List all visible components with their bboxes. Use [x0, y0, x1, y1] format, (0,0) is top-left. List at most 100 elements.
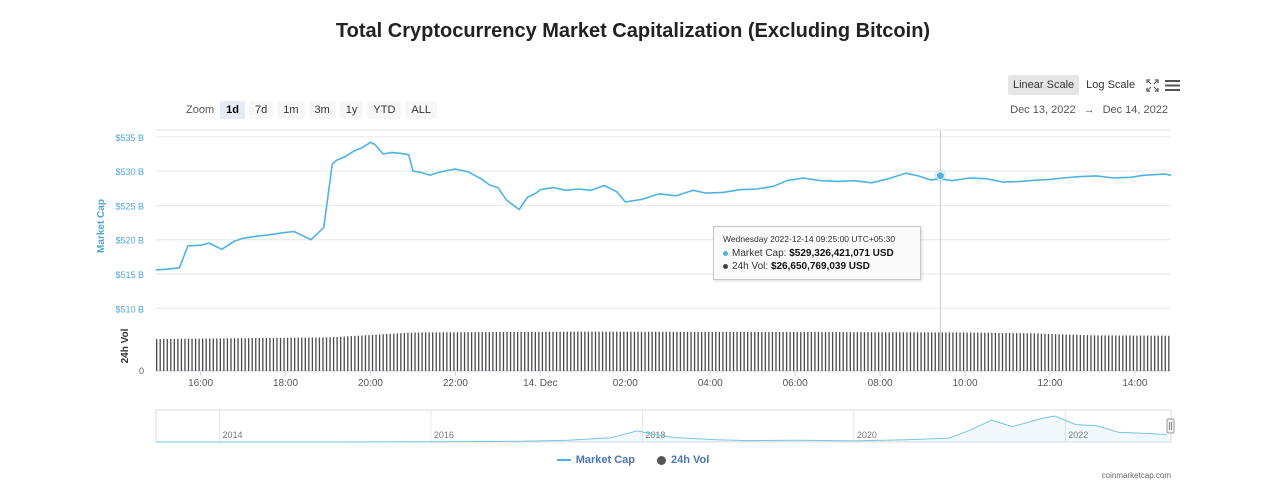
zoom-3m-button[interactable]: 3m [308, 101, 336, 119]
vol-bar [340, 336, 342, 371]
chart-title: Total Cryptocurrency Market Capitalizati… [335, 20, 931, 42]
vol-bar [209, 338, 211, 371]
vol-bar [892, 332, 894, 371]
vol-bar [959, 332, 961, 371]
vol-bar [509, 331, 512, 371]
vol-bar [424, 332, 427, 371]
vol-bar [626, 331, 628, 371]
vol-bar [782, 332, 784, 371]
vol-bar [899, 332, 901, 371]
vol-bar [251, 338, 253, 371]
zoom-label: Zoom [186, 104, 215, 116]
vol-bar [881, 332, 883, 371]
vol-bar [1154, 335, 1156, 371]
vol-bar [824, 332, 827, 371]
vol-bar [368, 335, 370, 371]
x-tick-label: 10:00 [953, 378, 978, 389]
credit-link[interactable]: coinmarketcap.com [1101, 471, 1171, 480]
zoom-1m-button[interactable]: 1m [277, 101, 305, 119]
vol-bar [874, 332, 876, 371]
log-scale-button[interactable]: Log Scale [1086, 79, 1136, 91]
vol-bar [701, 331, 703, 371]
vol-bar [966, 332, 968, 371]
legend-market-cap-label: Market Cap [575, 454, 635, 466]
date-to[interactable]: Dec 14, 2022 [1102, 104, 1168, 116]
vol-bar [1090, 335, 1092, 371]
vol-bar [1111, 335, 1113, 371]
vol-bar [587, 331, 590, 371]
vol-dot-icon [723, 263, 728, 269]
vol-bar [286, 337, 289, 371]
vol-bar [463, 332, 466, 371]
navigator-label: 2016 [434, 430, 454, 440]
date-from[interactable]: Dec 13, 2022 [1010, 104, 1076, 116]
vol-bar [166, 338, 168, 371]
vol-bar [580, 331, 582, 371]
vol-bar [1122, 335, 1124, 371]
vol-bar [481, 332, 483, 371]
vol-axis-title: 24h Vol [120, 328, 131, 363]
vol-bar [1019, 333, 1021, 371]
vol-bar [1001, 332, 1004, 371]
vol-bar [722, 331, 724, 371]
vol-bar [449, 332, 452, 371]
zoom-all-button[interactable]: ALL [405, 101, 437, 119]
vol-bar [1044, 333, 1046, 371]
navigator-line [156, 415, 1167, 443]
vol-bar [725, 331, 728, 371]
navigator-handle-grip [1166, 418, 1175, 434]
vol-bar [1161, 335, 1163, 371]
zoom-controls: Zoom 1d 7d 1m 3m 1y YTD ALL [186, 101, 441, 119]
vol-bar [230, 338, 232, 371]
vol-bar [831, 332, 834, 371]
vol-bar [750, 331, 752, 371]
tooltip-market-cap-label: Market Cap: [732, 248, 787, 259]
vol-bar [902, 332, 905, 371]
vol-bar [658, 331, 660, 371]
x-tick-label: 18:00 [273, 378, 298, 389]
navigator-handle[interactable] [1166, 418, 1175, 434]
zoom-7d-button[interactable]: 7d [248, 101, 274, 119]
vol-bar [941, 332, 943, 371]
vol-bar [1037, 333, 1039, 371]
vol-bar [800, 332, 802, 371]
zoom-1y-button[interactable]: 1y [339, 101, 364, 119]
vol-bar [789, 332, 791, 371]
vol-bar [637, 331, 639, 371]
vol-bar [318, 337, 321, 371]
legend-market-cap[interactable]: Market Cap [556, 454, 635, 466]
menu-icon[interactable] [1165, 79, 1181, 92]
vol-bar [952, 332, 954, 371]
vol-bar [361, 335, 363, 371]
vol-bar [1157, 335, 1159, 371]
vol-bar [279, 337, 282, 371]
zoom-1d-button[interactable]: 1d [220, 101, 245, 119]
vol-bar [1033, 333, 1035, 371]
vol-bar [651, 331, 653, 371]
vol-bar [403, 332, 406, 371]
vol-bar [909, 332, 912, 371]
linear-scale-button[interactable]: Linear Scale [1008, 75, 1080, 95]
zoom-ytd-button[interactable]: YTD [367, 101, 402, 119]
vol-bar [594, 331, 597, 371]
vol-bar [262, 338, 264, 371]
vol-bar [1058, 334, 1060, 371]
date-arrow: → [1083, 104, 1095, 116]
vol-bar [1115, 335, 1117, 371]
vol-bar [417, 332, 420, 371]
vol-bar [502, 332, 505, 371]
vol-bar [747, 331, 749, 371]
vol-bar [934, 332, 936, 371]
fullscreen-icon[interactable] [1146, 78, 1159, 92]
vol-bar [945, 332, 947, 371]
vol-bar [389, 333, 391, 371]
highlight-point [935, 171, 945, 181]
vol-bar [492, 332, 494, 371]
vol-bar [470, 332, 473, 371]
vol-bar [432, 332, 434, 371]
vol-bar [272, 337, 275, 371]
vol-bar [499, 332, 501, 371]
scale-controls: Linear Scale Log Scale [1006, 75, 1181, 95]
legend-vol[interactable]: 24h Vol [656, 454, 709, 466]
